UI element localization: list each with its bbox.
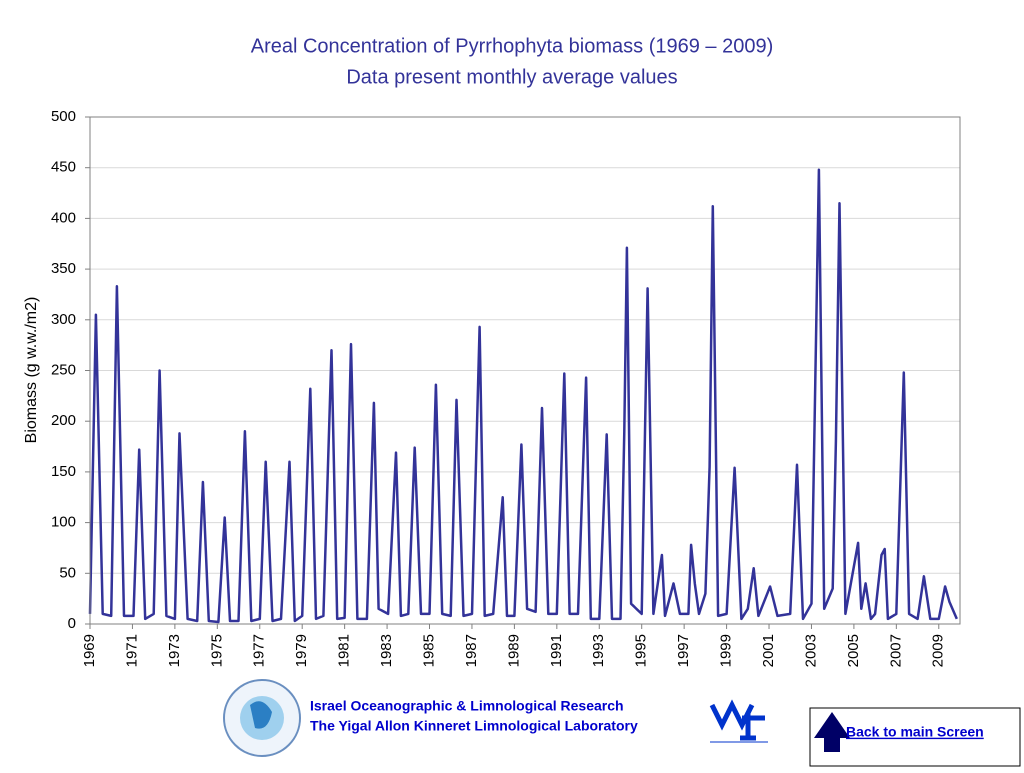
y-tick-label: 150	[51, 463, 76, 480]
x-tick-label: 1971	[123, 634, 140, 667]
x-tick-label: 1975	[208, 634, 225, 667]
x-tick-label: 1997	[675, 634, 692, 667]
x-tick-label: 1989	[505, 634, 522, 667]
x-tick-label: 1999	[718, 634, 735, 667]
back-button[interactable]: Back to main Screen	[809, 707, 1021, 767]
button-label[interactable]: Back to main Screen	[846, 724, 984, 740]
x-tick-label: 1983	[378, 634, 395, 667]
x-tick-label: 1985	[420, 634, 437, 667]
y-tick-label: 0	[68, 615, 76, 632]
x-tick-label: 2007	[887, 634, 904, 667]
x-tick-label: 1969	[81, 634, 98, 667]
x-tick-label: 1993	[590, 634, 607, 667]
x-tick-label: 2001	[760, 634, 777, 667]
data-line	[88, 168, 958, 624]
institute-name: Israel Oceanographic & Limnological Rese…	[310, 698, 624, 714]
y-tick-label: 250	[51, 361, 76, 378]
y-tick-label: 50	[59, 564, 76, 581]
plot-border	[89, 116, 961, 625]
x-tick-label: 1987	[463, 634, 480, 667]
chart-title: Areal Concentration of Pyrrhophyta bioma…	[251, 35, 774, 57]
left-logo	[223, 679, 301, 757]
plot-area: 0 50 100 150 200 250 300 350 400 450 500 1969 1971 19…	[51, 108, 960, 667]
x-tick-label: 1979	[293, 634, 310, 667]
right-logo	[709, 699, 768, 743]
y-tick-label: 200	[51, 412, 76, 429]
x-tick-label: 1995	[633, 634, 650, 667]
x-tick-label: 1991	[548, 634, 565, 667]
chart-subtitle: Data present monthly average values	[346, 66, 677, 88]
y-tick-label: 450	[51, 159, 76, 176]
lab-name: The Yigal Allon Kinneret Limnological La…	[310, 718, 638, 734]
y-tick-label: 500	[51, 108, 76, 125]
y-tick-label: 350	[51, 260, 76, 277]
y-tick-label: 300	[51, 311, 76, 328]
x-tick-label: 1973	[166, 634, 183, 667]
x-tick-label: 2005	[845, 634, 862, 667]
x-tick-label: 2003	[802, 634, 819, 667]
x-tick-label: 1981	[336, 634, 353, 667]
x-tick-label: 1977	[251, 634, 268, 667]
button-arrow[interactable]	[814, 712, 850, 752]
x-tick-label: 2009	[930, 634, 947, 667]
y-axis-label: Biomass (g w.w./m2)	[23, 297, 40, 444]
y-tick-label: 400	[51, 209, 76, 226]
y-tick-label: 100	[51, 514, 76, 531]
